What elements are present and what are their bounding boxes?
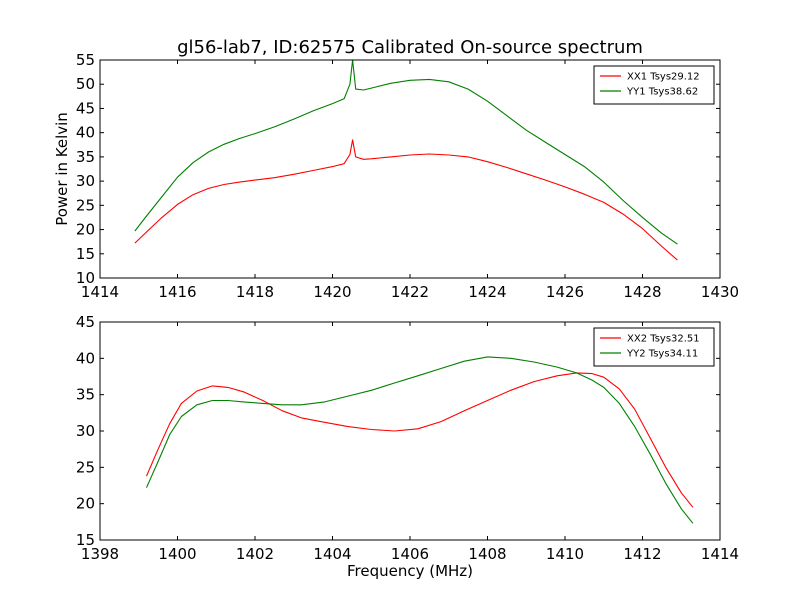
y-tick-label-10: 10 [76, 269, 95, 287]
y-tick-label-25: 25 [76, 458, 95, 476]
y-tick-label-55: 55 [76, 51, 95, 69]
x-tick-label-1414: 1414 [701, 545, 739, 563]
x-tick-label-1430: 1430 [701, 283, 739, 301]
y-tick-label-25: 25 [76, 196, 95, 214]
x-tick-label-1410: 1410 [546, 545, 584, 563]
legend-box [593, 327, 715, 367]
y-tick-label-35: 35 [76, 386, 95, 404]
series-line-yy1 [134, 59, 678, 245]
y-tick-label-20: 20 [76, 495, 95, 513]
bottom-panel: 1398 1400 1402 1404 1406 1408 1410 1412 1414 15 20… [76, 313, 739, 563]
legend-box [593, 65, 715, 105]
legend-label-yy1: YY1 Tsys38.62 [626, 87, 698, 98]
y-tick-label-20: 20 [76, 221, 95, 239]
x-tick-label-1418: 1418 [236, 283, 274, 301]
x-tick-label-1408: 1408 [468, 545, 506, 563]
x-tick-label-1416: 1416 [158, 283, 196, 301]
figure-title: gl56-lab7, ID:62575 Calibrated On-source… [177, 37, 643, 58]
y-tick-label-30: 30 [76, 422, 95, 440]
legend-label-yy2: YY2 Tsys34.11 [626, 349, 698, 360]
x-tick-label-1420: 1420 [313, 283, 351, 301]
y-tick-label-15: 15 [76, 245, 95, 263]
y-axis-label: Power in Kelvin [53, 112, 71, 226]
x-tick-label-1400: 1400 [158, 545, 196, 563]
x-tick-label-1428: 1428 [623, 283, 661, 301]
series-line-xx2 [145, 372, 694, 508]
y-tick-label-30: 30 [76, 172, 95, 190]
y-tick-label-45: 45 [76, 99, 95, 117]
series-line-xx1 [134, 139, 678, 261]
x-tick-label-1426: 1426 [546, 283, 584, 301]
x-tick-label-1402: 1402 [236, 545, 274, 563]
top-panel: 1414 1416 1418 1420 1422 1424 1426 1428 1430 10 15… [76, 51, 739, 301]
x-tick-label-1406: 1406 [391, 545, 429, 563]
y-tick-label-35: 35 [76, 148, 95, 166]
y-tick-label-45: 45 [76, 313, 95, 331]
legend-label-xx1: XX1 Tsys29.12 [627, 72, 700, 83]
x-tick-label-1398: 1398 [81, 545, 119, 563]
series-line-yy2 [145, 356, 694, 524]
legend-label-xx2: XX2 Tsys32.51 [627, 334, 700, 345]
y-tick-label-40: 40 [76, 124, 95, 142]
x-tick-label-1412: 1412 [623, 545, 661, 563]
y-tick-label-15: 15 [76, 531, 95, 549]
x-tick-label-1404: 1404 [313, 545, 351, 563]
x-tick-label-1422: 1422 [391, 283, 429, 301]
x-axis-label: Frequency (MHz) [347, 562, 473, 580]
x-tick-label-1424: 1424 [468, 283, 506, 301]
legend: XX1 Tsys29.12 YY1 Tsys38.62 [593, 65, 715, 105]
legend: XX2 Tsys32.51 YY2 Tsys34.11 [593, 327, 715, 367]
x-tick-label-1414: 1414 [81, 283, 119, 301]
y-tick-label-40: 40 [76, 349, 95, 367]
y-tick-label-50: 50 [76, 75, 95, 93]
